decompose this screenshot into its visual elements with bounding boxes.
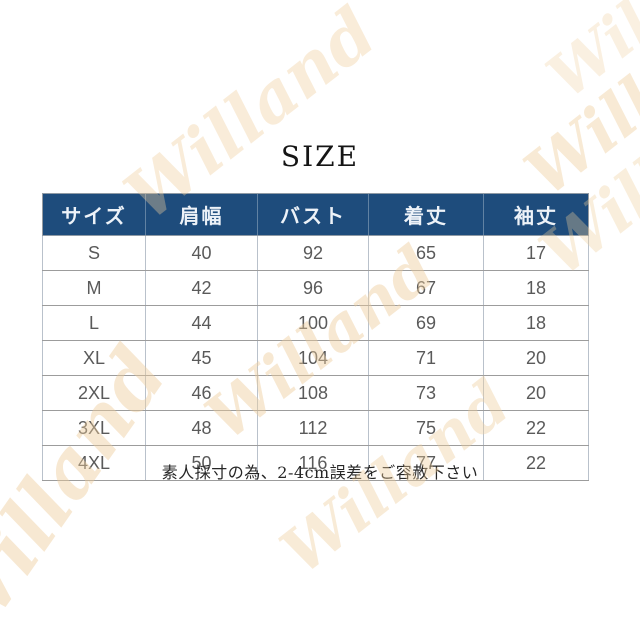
size-chart-table: サイズ 肩幅 バスト 着丈 袖丈 S 40 92 65 17 M 42 96 6… <box>42 193 589 481</box>
cell-size: S <box>42 235 146 271</box>
table-row: L 44 100 69 18 <box>42 305 589 341</box>
cell-length: 75 <box>368 410 484 446</box>
cell-bust: 96 <box>257 270 369 306</box>
cell-sleeve: 18 <box>483 270 589 306</box>
cell-size: 4XL <box>42 445 146 481</box>
header-sleeve-length: 袖丈 <box>483 193 589 236</box>
cell-shoulder: 44 <box>145 305 258 341</box>
cell-bust: 108 <box>257 375 369 411</box>
cell-size: XL <box>42 340 146 376</box>
table-row: 3XL 48 112 75 22 <box>42 410 589 446</box>
cell-sleeve: 18 <box>483 305 589 341</box>
page-title: SIZE <box>280 140 360 173</box>
cell-size: 3XL <box>42 410 146 446</box>
cell-sleeve: 22 <box>483 410 589 446</box>
table-row: 4XL 50 116 77 22 <box>42 445 589 481</box>
cell-length: 73 <box>368 375 484 411</box>
cell-length: 67 <box>368 270 484 306</box>
cell-shoulder: 40 <box>145 235 258 271</box>
cell-length: 77 <box>368 445 484 481</box>
table-row: XL 45 104 71 20 <box>42 340 589 376</box>
cell-bust: 92 <box>257 235 369 271</box>
header-bust: バスト <box>257 193 369 236</box>
cell-length: 71 <box>368 340 484 376</box>
measurement-note: 素人採寸の為、2-4cm誤差をご容赦下さい <box>161 463 479 482</box>
table-header-row: サイズ 肩幅 バスト 着丈 袖丈 <box>42 193 589 236</box>
header-shoulder-width: 肩幅 <box>145 193 258 236</box>
table-row: S 40 92 65 17 <box>42 235 589 271</box>
cell-size: 2XL <box>42 375 146 411</box>
cell-sleeve: 22 <box>483 445 589 481</box>
cell-shoulder: 46 <box>145 375 258 411</box>
cell-bust: 112 <box>257 410 369 446</box>
cell-shoulder: 45 <box>145 340 258 376</box>
watermark-text: Willand <box>534 0 640 113</box>
header-length: 着丈 <box>368 193 484 236</box>
cell-length: 65 <box>368 235 484 271</box>
table-row: 2XL 46 108 73 20 <box>42 375 589 411</box>
header-size: サイズ <box>42 193 146 236</box>
cell-sleeve: 20 <box>483 375 589 411</box>
cell-shoulder: 42 <box>145 270 258 306</box>
watermark-text: Willand <box>511 0 640 212</box>
table-row: M 42 96 67 18 <box>42 270 589 306</box>
cell-size: M <box>42 270 146 306</box>
cell-sleeve: 20 <box>483 340 589 376</box>
cell-sleeve: 17 <box>483 235 589 271</box>
cell-size: L <box>42 305 146 341</box>
cell-bust: 116 <box>257 445 369 481</box>
cell-length: 69 <box>368 305 484 341</box>
cell-bust: 104 <box>257 340 369 376</box>
cell-bust: 100 <box>257 305 369 341</box>
cell-shoulder: 48 <box>145 410 258 446</box>
